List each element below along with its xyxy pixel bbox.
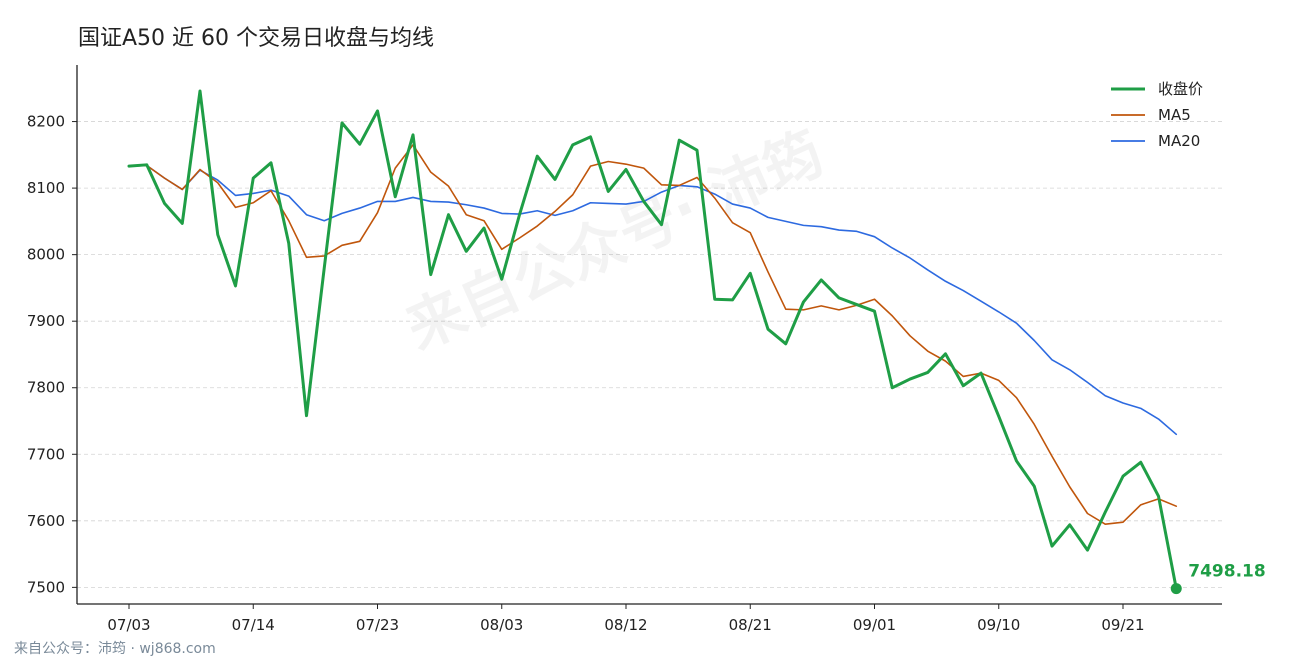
y-tick-label: 8100 <box>27 179 65 197</box>
series-line-close <box>127 89 1178 591</box>
series-line-ma5 <box>128 144 1178 525</box>
series-layer: 7498.18 <box>127 89 1266 595</box>
chart-title: 国证A50 近 60 个交易日收盘与均线 <box>78 26 434 51</box>
y-tick-label: 8200 <box>27 113 65 131</box>
legend-label: MA20 <box>1158 132 1200 150</box>
y-tick-label: 8000 <box>27 246 65 264</box>
last-close-label: 7498.18 <box>1188 562 1265 582</box>
gridlines <box>77 121 1222 588</box>
y-tick-label: 7900 <box>27 312 65 330</box>
legend-label: MA5 <box>1158 106 1191 124</box>
last-close-point <box>1170 583 1182 595</box>
x-tick-label: 09/01 <box>853 616 896 634</box>
x-tick-label: 08/03 <box>480 616 523 634</box>
x-tick-label: 09/21 <box>1101 616 1144 634</box>
axes <box>76 65 1222 605</box>
x-tick-label: 08/21 <box>729 616 772 634</box>
y-tick-label: 7500 <box>27 578 65 596</box>
x-tick-label: 07/23 <box>356 616 399 634</box>
footer-source: 来自公众号：沛筠 · wj868.com <box>14 640 216 657</box>
tick-layer: 7500 7600 7700 7800 7900 8000 8100 8200 07/03 07/… <box>27 113 1145 634</box>
legend-label: 收盘价 <box>1158 80 1203 98</box>
legend: 收盘价 MA5 MA20 <box>1111 80 1203 150</box>
y-tick-label: 7700 <box>27 445 65 463</box>
x-tick-label: 09/10 <box>977 616 1020 634</box>
y-tick-label: 7600 <box>27 512 65 530</box>
series-line-ma20 <box>128 164 1178 436</box>
y-tick-label: 7800 <box>27 379 65 397</box>
x-tick-label: 07/03 <box>107 616 150 634</box>
x-tick-label: 08/12 <box>604 616 647 634</box>
x-tick-label: 07/14 <box>232 616 275 634</box>
